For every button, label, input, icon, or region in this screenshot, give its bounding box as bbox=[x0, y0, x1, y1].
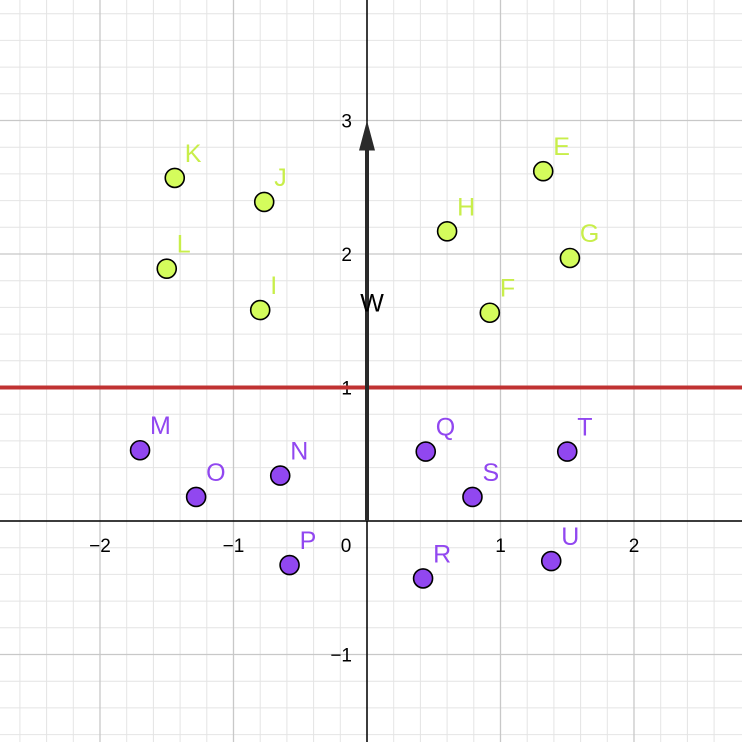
point-label: P bbox=[300, 527, 317, 555]
point-marker[interactable] bbox=[279, 554, 300, 576]
point-label: H bbox=[457, 193, 475, 221]
point-marker[interactable] bbox=[559, 247, 581, 269]
point-label: M bbox=[150, 412, 171, 440]
point-label: R bbox=[433, 540, 451, 568]
y-tick-label: −1 bbox=[330, 646, 352, 667]
point-marker[interactable] bbox=[129, 439, 151, 461]
vector-arrowhead[interactable] bbox=[359, 120, 375, 151]
point-marker[interactable] bbox=[156, 258, 178, 279]
point-label: T bbox=[577, 414, 592, 442]
point-marker[interactable] bbox=[249, 299, 271, 321]
point-label: J bbox=[274, 164, 287, 192]
point-marker[interactable] bbox=[479, 302, 501, 324]
point-label: K bbox=[185, 140, 202, 168]
point-marker[interactable] bbox=[253, 191, 275, 213]
point-marker[interactable] bbox=[556, 441, 578, 462]
points-group: E F G H I J K L M N O P Q R S T U bbox=[129, 133, 599, 589]
point-label: F bbox=[500, 275, 515, 303]
x-tick-label: −1 bbox=[223, 536, 245, 557]
point-label: Q bbox=[436, 414, 455, 442]
point-label: G bbox=[580, 220, 599, 248]
point-marker[interactable] bbox=[185, 486, 207, 508]
point-label: E bbox=[553, 133, 570, 161]
tick-labels: −2−1012321−1 bbox=[89, 112, 639, 667]
point-marker[interactable] bbox=[415, 441, 437, 462]
point-marker[interactable] bbox=[540, 550, 562, 572]
point-marker[interactable] bbox=[164, 167, 186, 189]
point-label: S bbox=[482, 459, 499, 487]
point-label: I bbox=[270, 272, 277, 300]
vector-label: W bbox=[360, 289, 384, 317]
x-tick-label: 2 bbox=[629, 536, 640, 557]
point-label: N bbox=[290, 438, 308, 466]
point-label: O bbox=[206, 459, 225, 487]
y-tick-label: 3 bbox=[341, 112, 352, 133]
x-tick-label: 0 bbox=[341, 536, 352, 557]
point-marker[interactable] bbox=[436, 221, 458, 242]
point-label: U bbox=[561, 523, 579, 551]
vector-group: W bbox=[359, 120, 384, 521]
x-tick-label: 1 bbox=[495, 536, 506, 557]
point-marker[interactable] bbox=[532, 160, 554, 182]
point-marker[interactable] bbox=[269, 465, 291, 486]
point-label: L bbox=[177, 231, 191, 259]
y-tick-label: 2 bbox=[341, 245, 352, 266]
x-tick-label: −2 bbox=[89, 536, 111, 557]
point-marker[interactable] bbox=[462, 486, 483, 508]
point-marker[interactable] bbox=[412, 568, 434, 589]
